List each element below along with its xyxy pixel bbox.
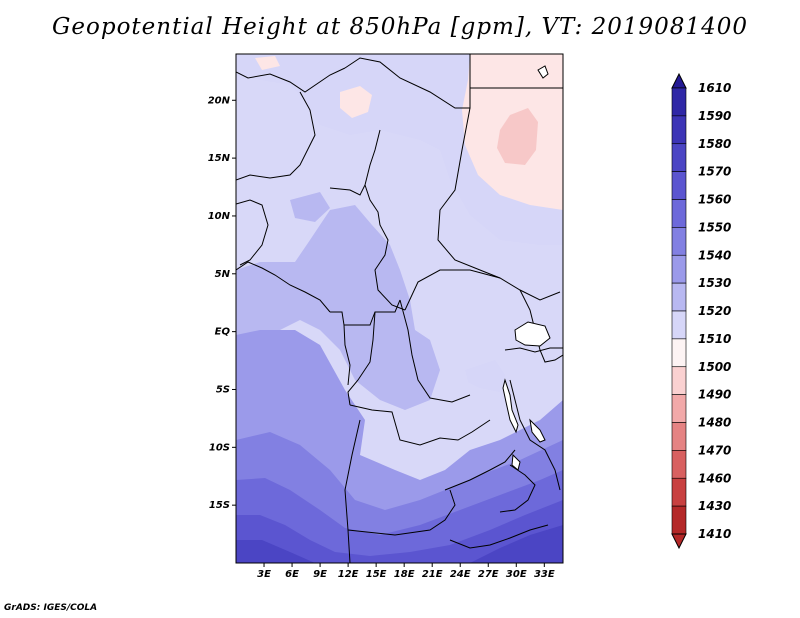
lon-label: 33E xyxy=(534,569,555,580)
colorbar-label: 1560 xyxy=(698,193,731,207)
colorbar-segment xyxy=(671,171,687,200)
colorbar-segment xyxy=(671,199,687,228)
colorbar-bottom-arrow xyxy=(671,533,687,550)
lat-label: 5N xyxy=(215,269,231,280)
lon-label: 12E xyxy=(338,569,359,580)
colorbar-segment xyxy=(671,422,687,451)
colorbar: 1610 1590 1580 1570 1560 1550 1540 1530 1520 1510… xyxy=(671,72,731,550)
lakes xyxy=(502,65,551,471)
colorbar-segment xyxy=(671,505,687,535)
axis-ticks xyxy=(232,99,545,567)
colorbar-top-arrow xyxy=(671,72,687,89)
lat-label: 10S xyxy=(209,442,230,453)
longitude-labels: 3E 6E 9E 12E 15E 18E 21E 24E 27E 30E 33E xyxy=(257,569,555,580)
colorbar-label: 1410 xyxy=(698,527,731,541)
colorbar-label: 1580 xyxy=(698,137,731,151)
height-region-1510-east xyxy=(465,360,505,392)
colorbar-label: 1550 xyxy=(698,220,731,234)
latitude-labels: 20N 15N 10N 5N EQ 5S 10S 15S xyxy=(208,95,231,511)
lon-label: 24E xyxy=(450,569,471,580)
colorbar-label: 1530 xyxy=(698,276,731,290)
lon-label: 15E xyxy=(366,569,387,580)
colorbar-label: 1520 xyxy=(698,304,731,318)
lon-label: 3E xyxy=(257,569,271,580)
lat-label: 5S xyxy=(216,384,230,395)
country-borders xyxy=(236,54,563,563)
colorbar-label: 1430 xyxy=(698,499,731,513)
colorbar-label: 1480 xyxy=(698,416,731,430)
colorbar-segment xyxy=(671,254,687,284)
lat-label: 15N xyxy=(208,153,231,164)
colorbar-label: 1540 xyxy=(698,248,731,262)
colorbar-label: 1610 xyxy=(698,81,731,95)
colorbar-segment xyxy=(671,282,687,312)
colorbar-segment xyxy=(671,115,687,145)
plot-frame xyxy=(235,53,564,564)
height-region-1500-small xyxy=(340,86,372,118)
colorbar-segment xyxy=(671,227,687,256)
colorbar-segment xyxy=(671,338,687,368)
map-title: Geopotential Height at 850hPa [gpm], VT:… xyxy=(52,14,748,40)
colorbar-segment xyxy=(671,87,687,117)
colorbar-segment xyxy=(671,310,687,340)
height-region-1530-north xyxy=(290,192,330,222)
colorbar-segment xyxy=(671,450,687,479)
lon-label: 27E xyxy=(478,569,499,580)
height-region-1490 xyxy=(497,108,538,165)
height-region-1580 xyxy=(236,525,563,563)
colorbar-label: 1590 xyxy=(698,109,731,123)
colorbar-label: 1510 xyxy=(698,332,731,346)
height-region-1570 xyxy=(236,500,563,563)
colorbar-label: 1570 xyxy=(698,165,731,179)
lon-label: 30E xyxy=(506,569,527,580)
colorbar-segment xyxy=(671,366,687,395)
colorbar-segment xyxy=(671,143,687,172)
colorbar-label: 1490 xyxy=(698,388,731,402)
colorbar-segment xyxy=(671,477,687,507)
lat-label: 15S xyxy=(209,500,230,511)
lon-label: 6E xyxy=(285,569,299,580)
lat-label: EQ xyxy=(215,327,231,338)
height-region-1500-north xyxy=(255,56,280,70)
colorbar-label: 1470 xyxy=(698,443,731,457)
colorbar-label: 1460 xyxy=(698,471,731,485)
footer-credit: GrADS: IGES/COLA xyxy=(4,603,98,613)
lon-label: 18E xyxy=(394,569,415,580)
lat-label: 20N xyxy=(208,95,231,106)
lon-label: 9E xyxy=(313,569,327,580)
height-region-1530 xyxy=(236,205,440,410)
lat-label: 10N xyxy=(208,211,231,222)
colorbar-segment xyxy=(671,394,687,423)
plot-area xyxy=(236,54,563,563)
lon-label: 21E xyxy=(422,569,443,580)
colorbar-label: 1500 xyxy=(698,360,731,374)
